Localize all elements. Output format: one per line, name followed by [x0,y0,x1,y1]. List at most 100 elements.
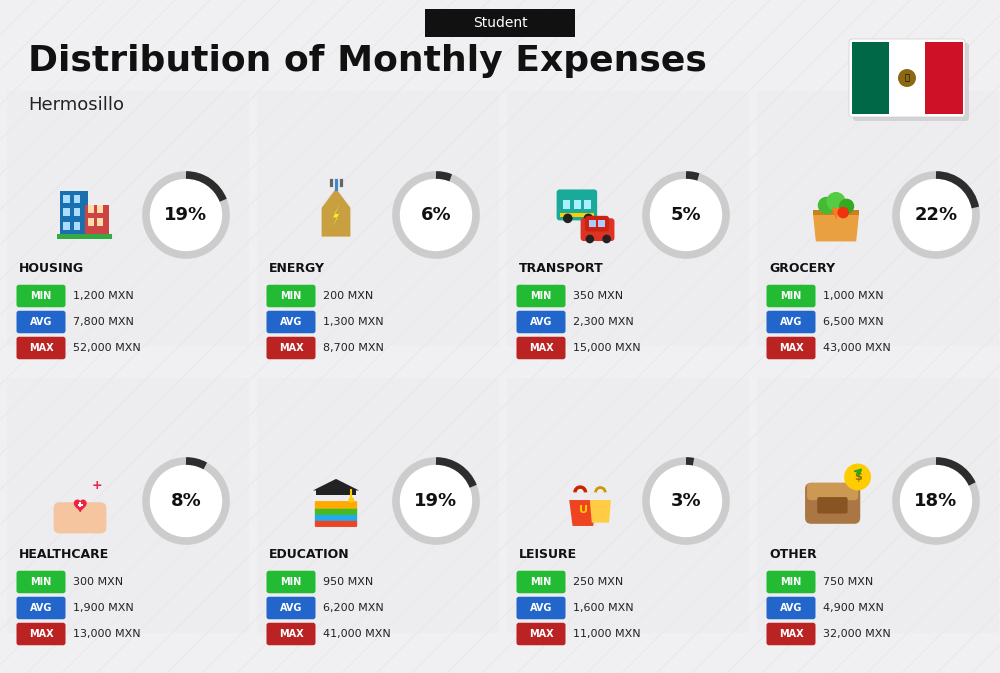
Text: MAX: MAX [279,343,303,353]
Text: 8,700 MXN: 8,700 MXN [323,343,384,353]
Text: MAX: MAX [279,629,303,639]
FancyBboxPatch shape [853,43,969,121]
Circle shape [896,175,976,255]
FancyBboxPatch shape [425,9,575,37]
Text: 950 MXN: 950 MXN [323,577,373,587]
FancyBboxPatch shape [17,597,66,619]
Bar [316,491,356,495]
Circle shape [826,192,846,211]
Bar [584,200,591,209]
Text: 19%: 19% [414,492,458,510]
Text: MAX: MAX [29,343,53,353]
Polygon shape [569,500,597,526]
FancyBboxPatch shape [766,311,815,333]
FancyBboxPatch shape [54,502,106,534]
FancyBboxPatch shape [817,497,848,513]
FancyBboxPatch shape [266,311,316,333]
Text: MAX: MAX [529,343,553,353]
FancyBboxPatch shape [585,216,609,232]
Bar [63,208,70,217]
Bar [74,221,80,230]
Text: 250 MXN: 250 MXN [573,577,623,587]
Circle shape [646,175,726,255]
Text: 22%: 22% [914,206,958,224]
Bar [78,504,83,506]
Text: MAX: MAX [29,629,53,639]
Polygon shape [813,214,859,242]
FancyBboxPatch shape [516,571,566,594]
Text: Distribution of Monthly Expenses: Distribution of Monthly Expenses [28,44,707,78]
FancyBboxPatch shape [266,336,316,359]
FancyBboxPatch shape [17,623,66,645]
FancyBboxPatch shape [266,571,316,594]
Text: 41,000 MXN: 41,000 MXN [323,629,391,639]
Text: +: + [91,479,102,492]
FancyBboxPatch shape [17,311,66,333]
Polygon shape [313,479,359,491]
Circle shape [586,235,594,244]
FancyBboxPatch shape [315,501,357,509]
Text: TRANSPORT: TRANSPORT [519,262,604,275]
Polygon shape [322,188,350,237]
Circle shape [563,213,573,223]
Bar [60,191,88,239]
Text: AVG: AVG [780,603,802,613]
Text: MIN: MIN [280,291,302,301]
FancyBboxPatch shape [266,597,316,619]
Text: 13,000 MXN: 13,000 MXN [73,629,141,639]
FancyBboxPatch shape [557,189,597,220]
FancyBboxPatch shape [516,597,566,619]
Text: 300 MXN: 300 MXN [73,577,123,587]
FancyBboxPatch shape [266,623,316,645]
Bar [57,234,112,239]
Polygon shape [832,208,840,220]
FancyBboxPatch shape [516,336,566,359]
Bar [97,205,103,213]
FancyBboxPatch shape [766,285,815,308]
FancyBboxPatch shape [766,597,815,619]
Text: LEISURE: LEISURE [519,548,577,561]
Bar [74,208,80,217]
Text: 1,000 MXN: 1,000 MXN [823,291,884,301]
Text: AVG: AVG [280,603,302,613]
Polygon shape [332,205,340,227]
Text: 18%: 18% [914,492,958,510]
Circle shape [844,464,871,491]
Text: MAX: MAX [779,343,803,353]
Text: 1,600 MXN: 1,600 MXN [573,603,634,613]
Circle shape [396,461,476,541]
Text: 2,300 MXN: 2,300 MXN [573,317,634,327]
Polygon shape [74,500,86,511]
Bar [7,91,249,346]
Text: 750 MXN: 750 MXN [823,577,873,587]
Text: HEALTHCARE: HEALTHCARE [19,548,109,561]
Text: MIN: MIN [30,577,52,587]
Bar [79,502,81,507]
Polygon shape [590,500,611,523]
Text: AVG: AVG [30,603,52,613]
Bar [63,221,70,230]
FancyBboxPatch shape [766,571,815,594]
Text: 32,000 MXN: 32,000 MXN [823,629,891,639]
Text: MIN: MIN [30,291,52,301]
FancyBboxPatch shape [516,285,566,308]
Bar [574,200,581,209]
Text: GROCERY: GROCERY [769,262,835,275]
Circle shape [348,497,354,503]
Bar [88,205,94,213]
Circle shape [646,461,726,541]
Bar [925,42,963,114]
Text: 7,800 MXN: 7,800 MXN [73,317,134,327]
Text: $: $ [854,472,861,482]
FancyBboxPatch shape [315,519,357,527]
Bar [757,91,999,346]
FancyBboxPatch shape [516,311,566,333]
Circle shape [837,207,849,218]
Bar [889,42,925,114]
Text: 8%: 8% [171,492,201,510]
Circle shape [396,175,476,255]
Text: MIN: MIN [280,577,302,587]
Bar [589,220,596,227]
FancyBboxPatch shape [766,623,815,645]
FancyBboxPatch shape [315,507,357,515]
